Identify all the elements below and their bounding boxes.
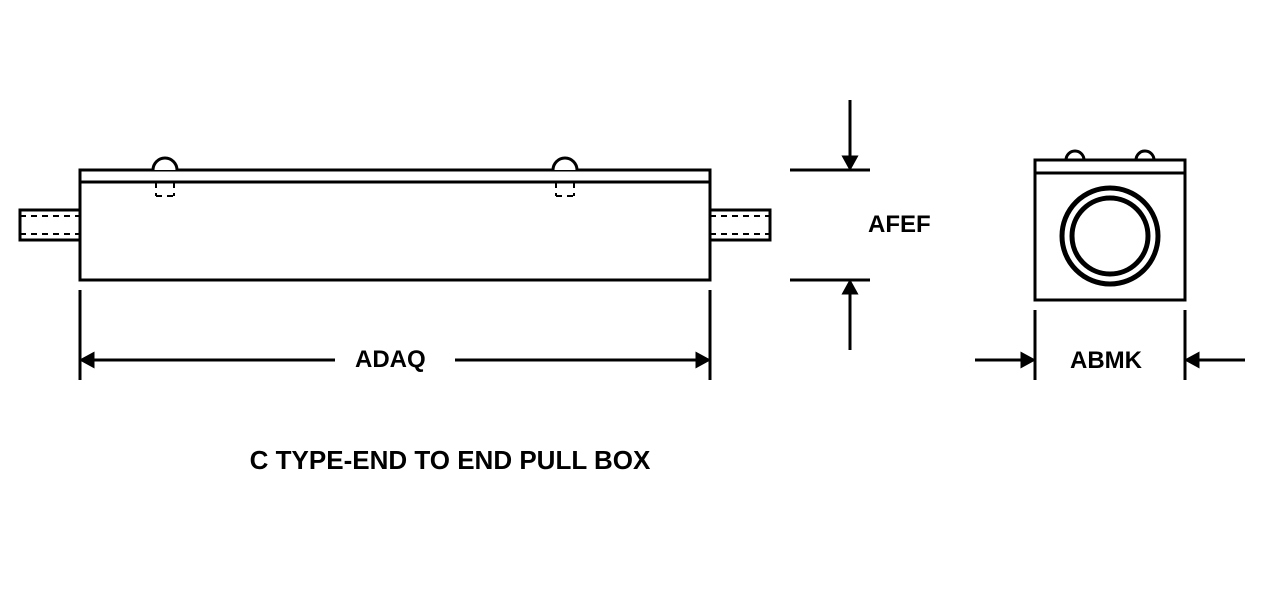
dimension-label-afef: AFEF <box>868 211 931 239</box>
diagram-canvas: ADAQ AFEF ABMK C TYPE-END TO END PULL BO… <box>0 0 1269 589</box>
dimension-label-adaq: ADAQ <box>355 346 426 374</box>
dimension-label-abmk: ABMK <box>1070 347 1142 375</box>
diagram-title: C TYPE-END TO END PULL BOX <box>0 445 900 476</box>
